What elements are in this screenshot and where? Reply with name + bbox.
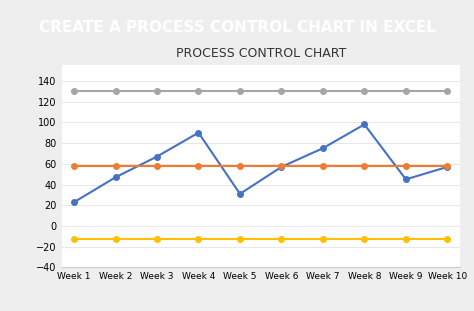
Control Line [71, 164, 77, 168]
Control Line [403, 164, 409, 168]
Line: Upper Limit: Upper Limit [71, 88, 450, 94]
Upper Limit [237, 89, 243, 93]
Lower Limit [71, 238, 77, 241]
Upper Limit [320, 89, 326, 93]
Supply [445, 165, 450, 169]
Control Line [237, 164, 243, 168]
Lower Limit [113, 238, 118, 241]
Upper Limit [113, 89, 118, 93]
Supply [403, 178, 409, 181]
Lower Limit [237, 238, 243, 241]
Upper Limit [196, 89, 201, 93]
Lower Limit [445, 238, 450, 241]
Lower Limit [196, 238, 201, 241]
Supply [196, 131, 201, 135]
Control Line [196, 164, 201, 168]
Control Line [362, 164, 367, 168]
Supply [279, 165, 284, 169]
Lower Limit [320, 238, 326, 241]
Lower Limit [279, 238, 284, 241]
Control Line [320, 164, 326, 168]
Lower Limit [403, 238, 409, 241]
Line: Supply: Supply [71, 122, 450, 205]
Upper Limit [71, 89, 77, 93]
Text: CREATE A PROCESS CONTROL CHART IN EXCEL: CREATE A PROCESS CONTROL CHART IN EXCEL [38, 21, 436, 35]
Line: Control Line: Control Line [71, 163, 450, 169]
Supply [362, 123, 367, 126]
Line: Lower Limit: Lower Limit [71, 237, 450, 242]
Lower Limit [154, 238, 160, 241]
Upper Limit [279, 89, 284, 93]
Control Line [279, 164, 284, 168]
Control Line [445, 164, 450, 168]
Control Line [113, 164, 118, 168]
Supply [237, 192, 243, 196]
Supply [154, 155, 160, 158]
Lower Limit [362, 238, 367, 241]
Supply [320, 146, 326, 150]
Supply [113, 175, 118, 179]
Control Line [154, 164, 160, 168]
Upper Limit [445, 89, 450, 93]
Upper Limit [362, 89, 367, 93]
Upper Limit [403, 89, 409, 93]
Title: PROCESS CONTROL CHART: PROCESS CONTROL CHART [175, 47, 346, 60]
Supply [71, 200, 77, 204]
Upper Limit [154, 89, 160, 93]
